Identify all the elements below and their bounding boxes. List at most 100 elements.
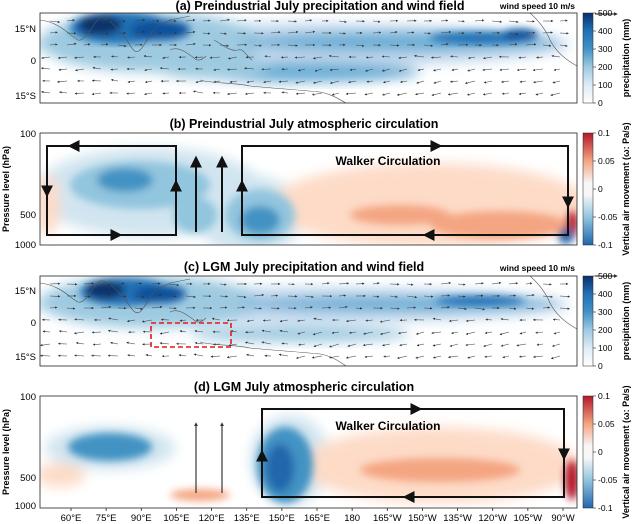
wind-arrow-icon xyxy=(159,331,170,335)
wind-arrow-icon xyxy=(448,355,459,359)
wind-arrow-icon xyxy=(236,295,247,299)
wind-arrow-icon xyxy=(219,32,227,35)
wind-arrow-icon xyxy=(159,67,170,70)
panel-d-plot xyxy=(40,396,577,508)
wind-arrow-icon xyxy=(508,43,518,46)
wind-arrow-icon xyxy=(287,30,299,34)
wind-arrow-icon xyxy=(83,295,91,298)
wind-arrow-icon xyxy=(491,20,503,23)
wind-arrow-icon xyxy=(349,68,357,71)
wind-arrow-icon xyxy=(449,343,459,347)
wind-arrow-icon xyxy=(178,354,187,357)
wind-arrow-icon xyxy=(484,331,493,335)
wind-arrow-icon xyxy=(263,80,272,84)
wind-arrow-icon xyxy=(185,295,196,299)
wind-arrow-icon xyxy=(491,281,502,285)
wind-arrow-icon xyxy=(365,319,374,322)
wind-arrow-icon xyxy=(348,80,357,84)
colorbar-tick-label: 0 xyxy=(598,361,603,371)
wind-arrow-icon xyxy=(440,43,449,46)
wind-arrow-icon xyxy=(304,295,314,299)
wind-arrow-icon xyxy=(542,306,551,309)
wind-arrow-icon xyxy=(525,282,533,285)
wind-arrow-icon xyxy=(415,355,425,359)
wind-arrow-icon xyxy=(134,30,146,34)
wind-arrow-icon xyxy=(389,44,400,47)
wind-arrow-icon xyxy=(485,318,493,321)
panel-b-circulation-arrows xyxy=(41,140,574,241)
wind-arrow-icon xyxy=(345,92,357,96)
x-tick-label: 105°W xyxy=(514,513,543,524)
wind-arrow-icon xyxy=(338,20,347,24)
x-tick-label: 120°E xyxy=(199,513,225,524)
panel-b-colorbar xyxy=(582,132,594,246)
wind-arrow-icon xyxy=(110,78,119,82)
wind-arrow-icon xyxy=(474,307,486,311)
wind-arrow-icon xyxy=(143,54,153,58)
wind-arrow-icon xyxy=(49,20,61,24)
wind-arrow-icon xyxy=(58,330,68,333)
wind-arrow-icon xyxy=(151,305,163,309)
wind-arrow-icon xyxy=(219,306,228,309)
x-tick-label: 105°E xyxy=(163,513,189,524)
wind-arrow-icon xyxy=(329,355,340,359)
wind-arrow-icon xyxy=(73,331,85,335)
wind-arrow-icon xyxy=(331,331,340,334)
wind-arrow-icon xyxy=(295,80,306,84)
wind-arrow-icon xyxy=(525,43,537,46)
x-tick-label: 135°W xyxy=(443,513,472,524)
wind-arrow-icon xyxy=(465,319,476,323)
wind-arrow-icon xyxy=(483,80,493,84)
wind-arrow-icon xyxy=(246,319,255,323)
wind-arrow-icon xyxy=(415,92,425,96)
panel-c-ytick-0: 0 xyxy=(31,318,36,329)
colorbar-tick-label: 500 xyxy=(598,8,612,18)
x-tick-label: 165°W xyxy=(373,513,402,524)
wind-arrow-icon xyxy=(244,92,255,96)
wind-arrow-icon xyxy=(382,343,391,347)
wind-arrow-icon xyxy=(311,92,323,96)
panel-d-ylabel: Pressure level (hPa) xyxy=(1,409,11,495)
wind-arrow-icon xyxy=(74,92,85,95)
wind-arrow-icon xyxy=(66,307,76,310)
wind-arrow-icon xyxy=(227,68,238,71)
wind-arrow-icon xyxy=(213,68,221,71)
wind-arrow-icon xyxy=(321,282,330,285)
wind-arrow-icon xyxy=(355,44,365,47)
wind-arrow-icon xyxy=(338,294,347,297)
wind-arrow-icon xyxy=(508,20,519,24)
wind-arrow-icon xyxy=(447,92,459,96)
wind-arrow-icon xyxy=(134,295,145,299)
wind-arrow-icon xyxy=(74,354,85,357)
wind-arrow-icon xyxy=(297,331,306,335)
wind-arrow-icon xyxy=(74,56,85,59)
wind-arrow-icon xyxy=(278,80,289,83)
panel-d-colorbar xyxy=(582,395,594,509)
x-tick-label: 60°E xyxy=(61,513,82,524)
wind-arrow-icon xyxy=(482,56,493,60)
wind-arrow-icon xyxy=(331,92,340,96)
wind-arrow-icon xyxy=(264,55,272,58)
panel-b-colorbar-label: Vertical air movement (ω: Pa/s) xyxy=(621,122,631,255)
wind-arrow-icon xyxy=(457,295,466,298)
x-tick-label: 90°E xyxy=(131,513,152,524)
wind-arrow-icon xyxy=(416,80,425,84)
wind-arrow-icon xyxy=(262,319,272,322)
wind-arrow-icon xyxy=(432,355,442,359)
x-tick-label: 135°E xyxy=(234,513,260,524)
wind-arrow-icon xyxy=(91,92,102,96)
wind-arrow-icon xyxy=(202,32,211,35)
wind-arrow-icon xyxy=(261,329,272,333)
wind-arrow-icon xyxy=(364,92,374,96)
wind-arrow-icon xyxy=(83,20,91,23)
panel-b-plot xyxy=(40,133,577,245)
wind-arrow-icon xyxy=(406,31,415,34)
wind-arrow-icon xyxy=(519,80,527,83)
x-tick-label: 150°W xyxy=(408,513,437,524)
wind-arrow-icon xyxy=(416,343,425,347)
wind-arrow-icon xyxy=(312,331,323,336)
panel-a-colorbar xyxy=(582,12,594,104)
wind-arrow-icon xyxy=(168,283,180,287)
wind-arrow-icon xyxy=(41,90,51,94)
wind-arrow-icon xyxy=(379,319,391,323)
